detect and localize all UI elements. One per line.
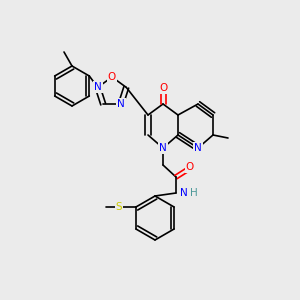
Text: N: N	[180, 188, 188, 198]
Text: N: N	[194, 143, 202, 153]
Text: N: N	[159, 143, 167, 153]
Text: S: S	[116, 202, 122, 212]
Text: O: O	[159, 83, 167, 93]
Text: O: O	[186, 162, 194, 172]
Text: H: H	[190, 188, 198, 198]
Text: O: O	[108, 72, 116, 82]
Text: N: N	[94, 82, 102, 92]
Text: N: N	[117, 99, 125, 109]
